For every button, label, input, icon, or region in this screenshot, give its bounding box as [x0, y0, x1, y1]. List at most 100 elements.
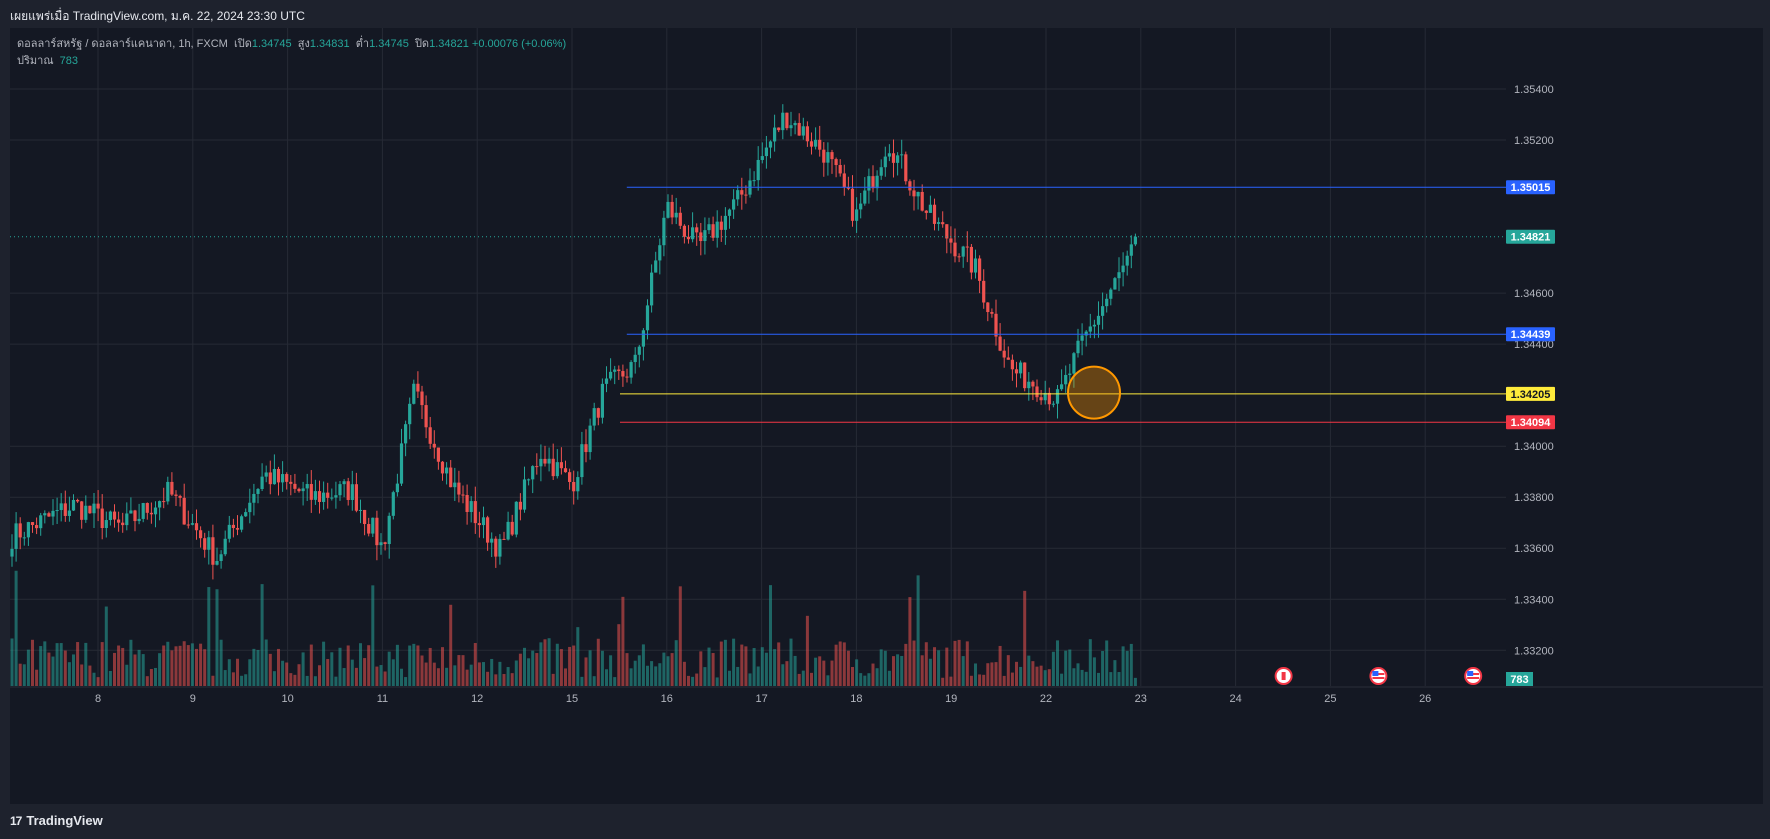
candle-body [1121, 265, 1125, 273]
volume-bar [527, 658, 531, 686]
price-axis [1506, 28, 1763, 706]
volume-bar [957, 639, 961, 686]
candle-body [822, 149, 826, 163]
volume-bar [211, 675, 215, 686]
volume-bar [141, 654, 145, 686]
candle-body [63, 503, 67, 516]
volume-bar [404, 677, 408, 686]
volume-bar [559, 649, 563, 686]
volume-bar [736, 666, 740, 686]
volume-bar [1027, 655, 1031, 686]
candle-body [92, 503, 96, 514]
candle-body [1076, 340, 1080, 354]
high-value: 1.34831 [309, 38, 350, 50]
price-level-badge: 1.35015 [1506, 180, 1555, 195]
candle-body [67, 510, 71, 516]
candle-body [510, 521, 514, 535]
volume-bar [719, 641, 723, 686]
candle-body [1125, 255, 1129, 266]
price-level-badge-bg [1506, 180, 1555, 195]
y-tick-label: 1.34600 [1514, 288, 1554, 300]
volume-bar [867, 673, 871, 686]
open-value: 1.34745 [251, 38, 292, 50]
volume-bar [1060, 673, 1064, 686]
candle-body [1084, 331, 1088, 336]
candle-body [691, 227, 695, 240]
volume-bar [1133, 677, 1137, 686]
candle-body [744, 194, 748, 196]
candle-body [633, 354, 637, 363]
volume-bar [395, 644, 399, 686]
candle-body [949, 238, 953, 243]
volume-bar [650, 661, 654, 686]
candle-body [231, 524, 235, 529]
volume-bar [953, 640, 957, 686]
volume-bar [633, 660, 637, 686]
volume-bar [486, 671, 490, 686]
candle-body [227, 524, 231, 539]
candle-body [1010, 359, 1014, 370]
candle-body [600, 383, 604, 418]
volume-bar [412, 643, 416, 686]
candle-body [916, 191, 920, 197]
volume-bar [1097, 672, 1100, 686]
x-tick-label: 18 [850, 693, 862, 705]
volume-bar [117, 645, 121, 686]
candle-body [432, 443, 436, 448]
tradingview-logo[interactable]: 17 TradingView [10, 813, 103, 828]
us-flag-icon-stripe [1467, 677, 1480, 679]
candle-body [1027, 381, 1031, 389]
volume-bar [732, 638, 736, 686]
volume-bar [506, 667, 510, 686]
volume-bar [190, 643, 194, 686]
symbol-name[interactable]: ดอลลาร์สหรัฐ / ดอลลาร์แคนาดา, 1h, FXCM [17, 38, 228, 50]
candle-body [900, 154, 904, 156]
candle-body [1060, 384, 1064, 390]
volume-bar [666, 656, 670, 686]
candle-body [498, 538, 502, 557]
us-flag-icon-canton [1467, 671, 1474, 676]
candle-series [10, 104, 1137, 580]
candle-body [108, 511, 112, 521]
chart-panel[interactable]: 1.35400 1.35200 1.34600 1.34400 1.34000 1.338… [10, 28, 1763, 804]
volume-bar [711, 653, 715, 686]
volume-badge: 783 [1506, 672, 1533, 686]
volume-bar [322, 641, 326, 686]
candle-body [879, 167, 883, 176]
volume-bar [937, 650, 941, 686]
candle-body [543, 458, 547, 464]
candle-body [334, 495, 338, 498]
candle-body [596, 408, 600, 418]
grid-lines [10, 28, 1533, 686]
candle-body [76, 499, 80, 502]
volume-bar [1023, 590, 1027, 686]
candle-body [891, 153, 896, 163]
candle-body [367, 524, 371, 534]
candle-body [55, 510, 59, 512]
high-label: สูง [297, 38, 310, 50]
candle-body [563, 468, 568, 473]
volume-bar [424, 662, 428, 686]
highlight-circle [1067, 365, 1121, 420]
candle-body [1014, 369, 1019, 374]
candle-body [133, 510, 137, 522]
last-price-badge-bg [1506, 229, 1555, 244]
candle-body [978, 258, 982, 281]
price-chart[interactable]: 1.35400 1.35200 1.34600 1.34400 1.34000 1.338… [10, 28, 1763, 804]
candle-body [969, 246, 973, 273]
volume-bar [285, 662, 289, 686]
candle-body [293, 483, 297, 489]
volume-bar [301, 652, 305, 686]
candle-body [572, 481, 576, 492]
candle-body [621, 371, 625, 377]
volume-bar [346, 645, 350, 686]
candle-body [904, 154, 908, 182]
price-level-badge-label: 1.34094 [1511, 417, 1552, 429]
volume-bar [166, 641, 170, 686]
volume-bar [1117, 672, 1121, 686]
volume-bar [84, 642, 88, 686]
volume-label[interactable]: ปริมาณ [17, 55, 54, 67]
volume-bar [518, 653, 522, 686]
candle-body [756, 159, 760, 181]
candle-body [14, 523, 18, 549]
